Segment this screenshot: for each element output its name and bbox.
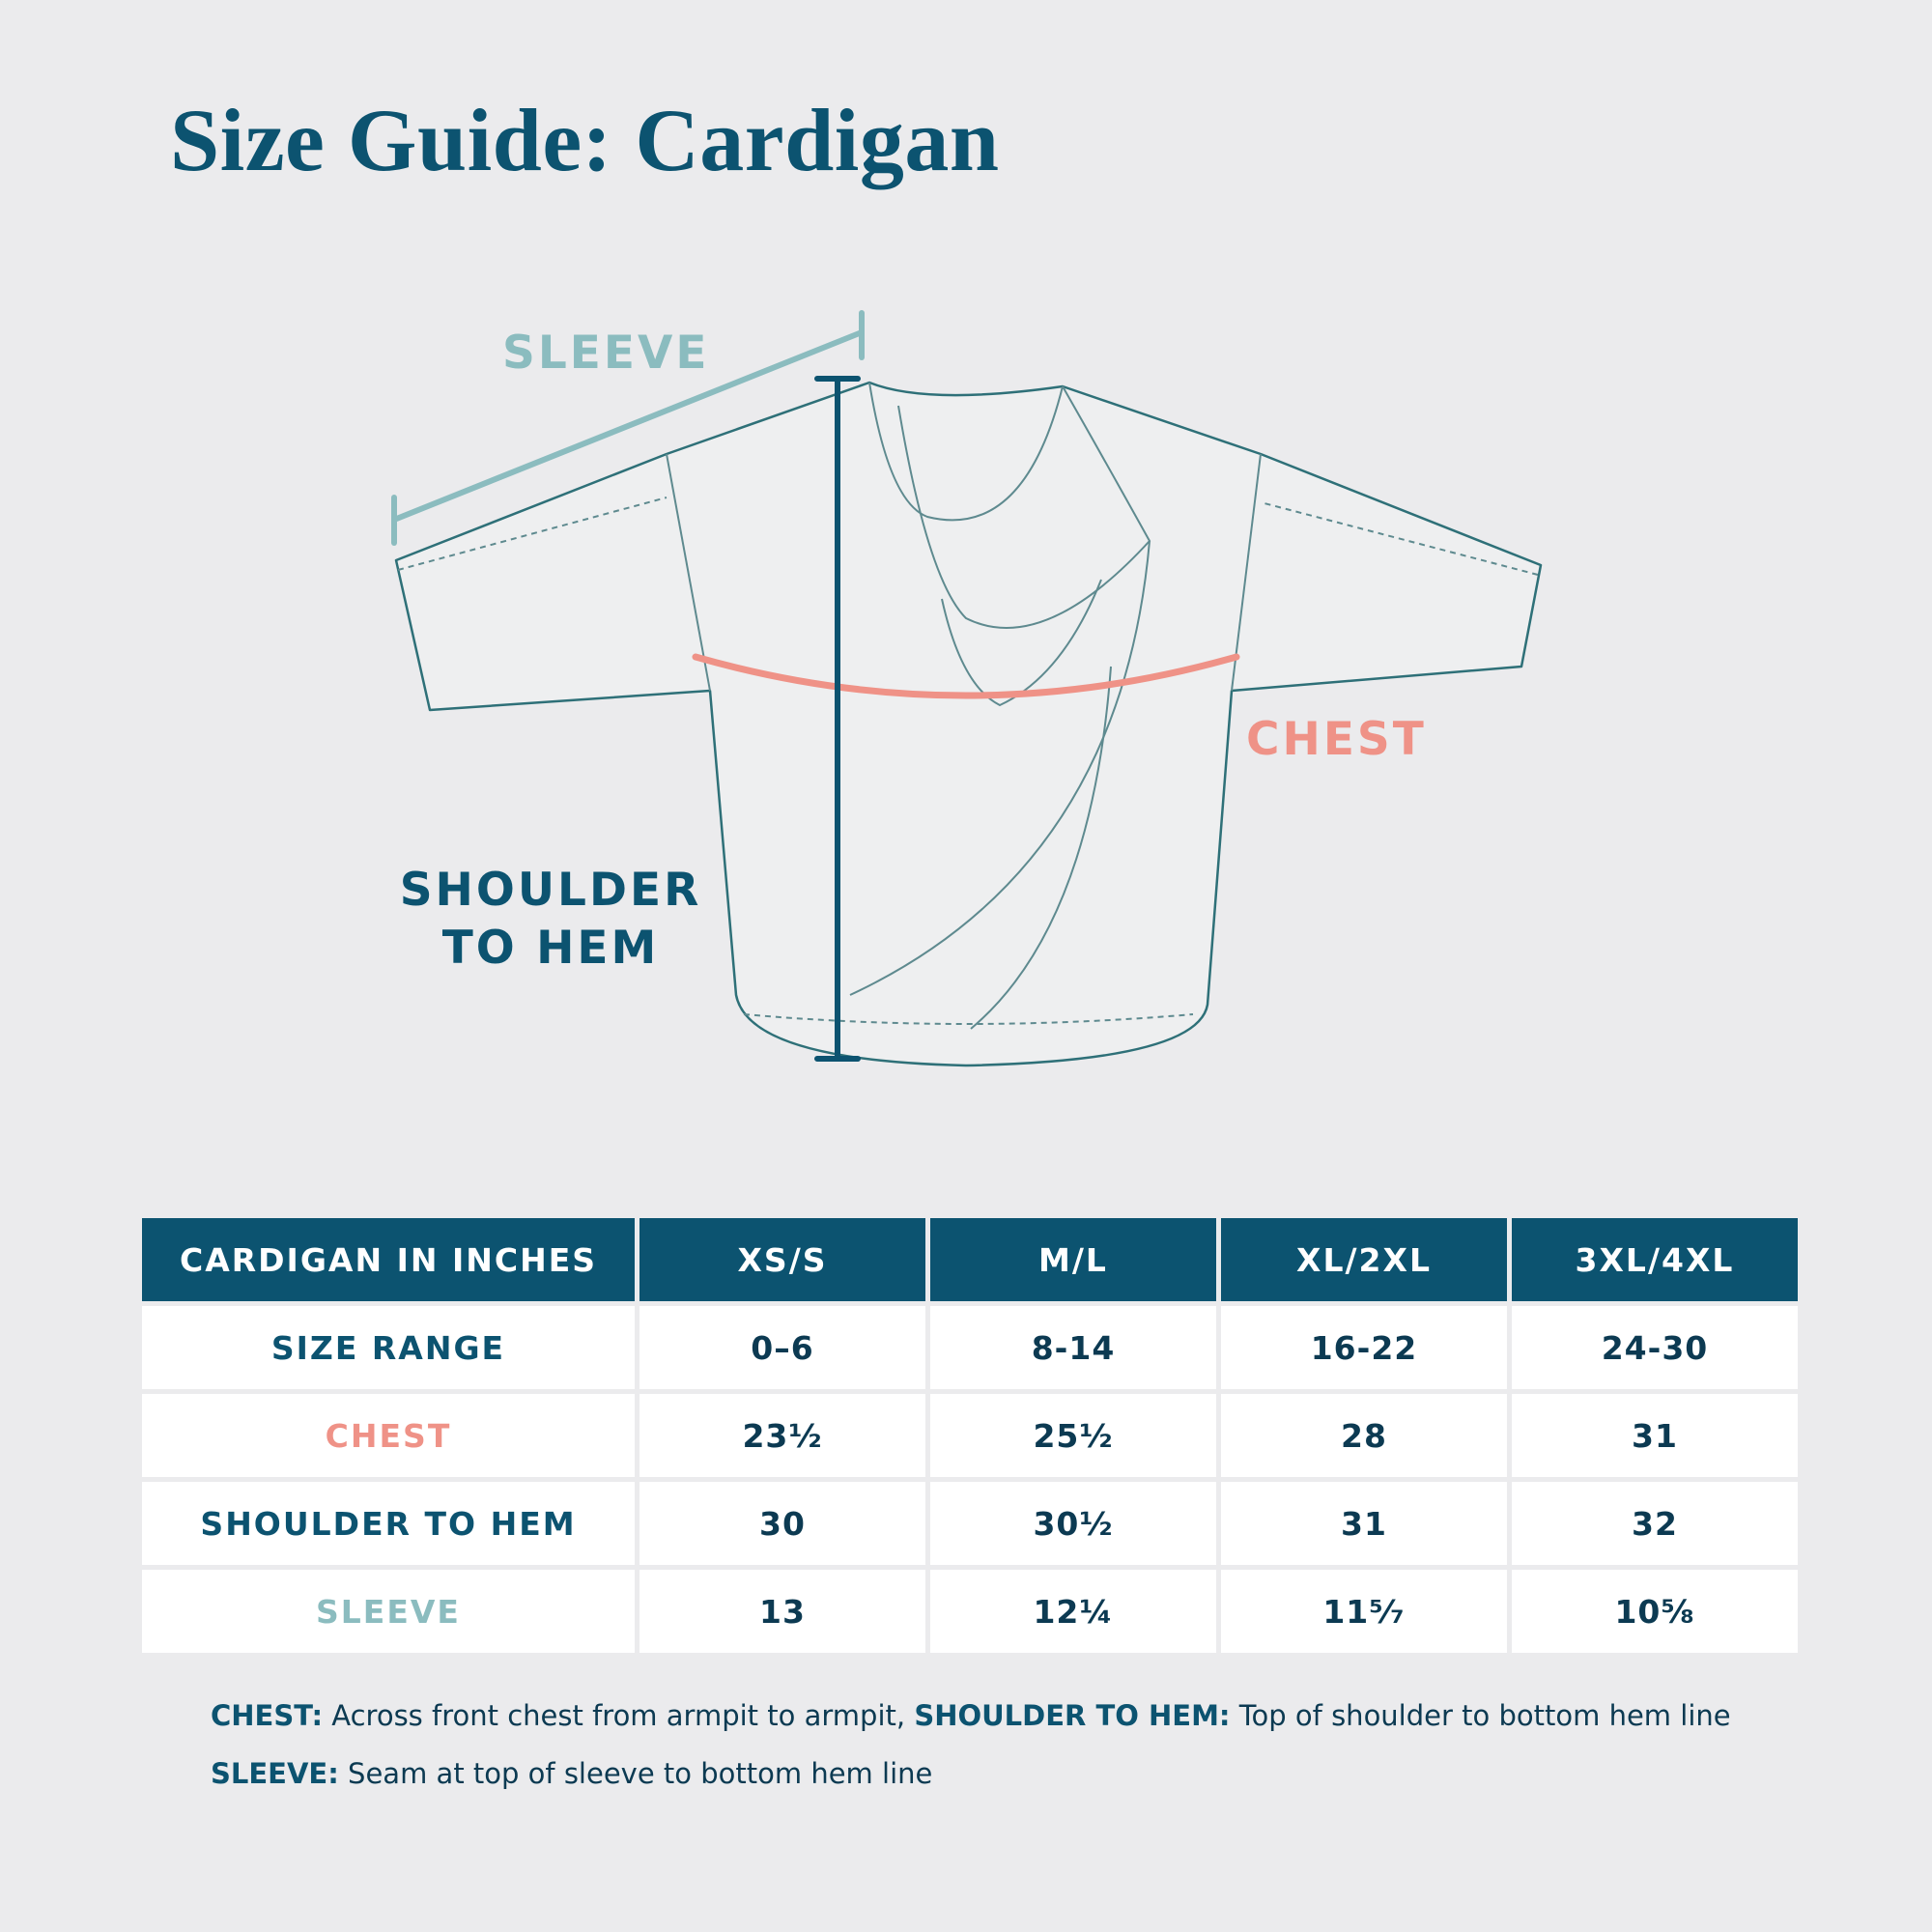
table-cell: 31 — [1512, 1394, 1798, 1477]
table-cell: 8-14 — [930, 1306, 1216, 1389]
measurement-notes: CHEST: Across front chest from armpit to… — [211, 1687, 1731, 1803]
notes-line-1: CHEST: Across front chest from armpit to… — [211, 1687, 1731, 1745]
table-cell: 12¼ — [930, 1570, 1216, 1653]
notes-line-2: SLEEVE: Seam at top of sleeve to bottom … — [211, 1745, 1731, 1803]
row-label-sleeve: SLEEVE — [142, 1570, 635, 1653]
shoulder-to-hem-measure-line — [814, 376, 861, 1062]
chest-measure-line — [692, 653, 1240, 699]
shoulder-to-hem-diagram-label: SHOULDER TO HEM — [399, 864, 702, 975]
table-row-chest: CHEST 23½ 25½ 28 31 — [142, 1394, 1798, 1477]
header-size-3xl-4xl: 3XL/4XL — [1512, 1218, 1798, 1301]
cardigan-outline — [394, 381, 1543, 1067]
chest-note-term: CHEST: — [211, 1699, 324, 1732]
sleeve-note-term: SLEEVE: — [211, 1757, 339, 1790]
table-cell: 0–6 — [639, 1306, 925, 1389]
table-cell: 11⁵⁄₇ — [1221, 1570, 1507, 1653]
shoulder-to-hem-note-text: Top of shoulder to bottom hem line — [1230, 1699, 1731, 1732]
header-size-m-l: M/L — [930, 1218, 1216, 1301]
sleeve-diagram-label: SLEEVE — [502, 327, 710, 380]
header-size-xs-s: XS/S — [639, 1218, 925, 1301]
row-label-size-range: SIZE RANGE — [142, 1306, 635, 1389]
table-cell: 30½ — [930, 1482, 1216, 1565]
table-row-sleeve: SLEEVE 13 12¼ 11⁵⁄₇ 10⅝ — [142, 1570, 1798, 1653]
table-cell: 30 — [639, 1482, 925, 1565]
cardigan-seams — [397, 382, 1539, 1030]
table-row-size-range: SIZE RANGE 0–6 8-14 16-22 24-30 — [142, 1306, 1798, 1389]
table-cell: 32 — [1512, 1482, 1798, 1565]
table-row-shoulder-to-hem: SHOULDER TO HEM 30 30½ 31 32 — [142, 1482, 1798, 1565]
chest-note-text: Across front chest from armpit to armpit… — [323, 1699, 915, 1732]
header-size-xl-2xl: XL/2XL — [1221, 1218, 1507, 1301]
table-cell: 13 — [639, 1570, 925, 1653]
table-cell: 23½ — [639, 1394, 925, 1477]
table-cell: 24-30 — [1512, 1306, 1798, 1389]
table-cell: 31 — [1221, 1482, 1507, 1565]
table-cell: 25½ — [930, 1394, 1216, 1477]
table-cell: 28 — [1221, 1394, 1507, 1477]
sleeve-note-text: Seam at top of sleeve to bottom hem line — [338, 1757, 933, 1790]
size-chart-table: CARDIGAN IN INCHES XS/S M/L XL/2XL 3XL/4… — [137, 1213, 1803, 1658]
table-cell: 16-22 — [1221, 1306, 1507, 1389]
cardigan-diagram — [391, 310, 1543, 1067]
shoulder-to-hem-note-term: SHOULDER TO HEM: — [914, 1699, 1231, 1732]
table-header-row: CARDIGAN IN INCHES XS/S M/L XL/2XL 3XL/4… — [142, 1218, 1798, 1301]
sleeve-measure-line — [391, 310, 865, 546]
row-label-chest: CHEST — [142, 1394, 635, 1477]
header-cardigan-in-inches: CARDIGAN IN INCHES — [142, 1218, 635, 1301]
row-label-shoulder-to-hem: SHOULDER TO HEM — [142, 1482, 635, 1565]
chest-diagram-label: CHEST — [1246, 713, 1427, 766]
table-cell: 10⅝ — [1512, 1570, 1798, 1653]
page-title: Size Guide: Cardigan — [170, 91, 1000, 189]
